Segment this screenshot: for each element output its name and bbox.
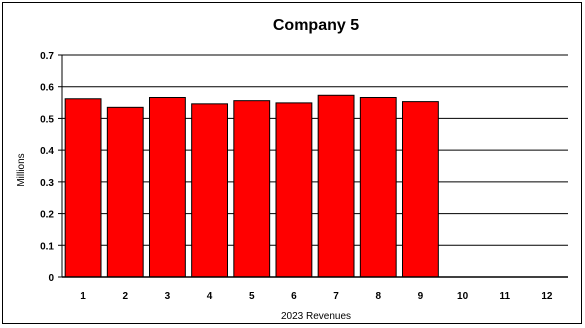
x-tick-label: 12 bbox=[541, 291, 553, 302]
y-tick-label: 0.2 bbox=[40, 210, 54, 221]
bar-5 bbox=[233, 100, 271, 278]
x-tick-label: 10 bbox=[457, 291, 469, 302]
bar-2 bbox=[106, 106, 144, 278]
x-tick-label: 4 bbox=[207, 291, 213, 302]
chart-title: Company 5 bbox=[273, 17, 359, 34]
axes-layer bbox=[58, 54, 568, 278]
y-tick-label: 0.3 bbox=[40, 178, 54, 189]
x-tick-label: 11 bbox=[499, 291, 510, 302]
bars-layer bbox=[64, 94, 439, 278]
bar-4 bbox=[191, 103, 229, 278]
y-tick-label: 0.5 bbox=[40, 114, 54, 125]
x-tick-label: 3 bbox=[165, 291, 171, 302]
ticks-layer: 00.10.20.30.40.50.60.71 2 3 4 5 6 7 8 9 10 11 12 bbox=[40, 51, 553, 302]
y-tick-label: 0.6 bbox=[40, 83, 54, 94]
y-tick-label: 0.1 bbox=[40, 241, 54, 252]
x-tick-label: 2 bbox=[122, 291, 128, 302]
x-axis-label: 2023 Revenues bbox=[281, 311, 351, 322]
y-tick-label: 0 bbox=[48, 273, 54, 284]
y-tick-label: 0.4 bbox=[40, 146, 54, 157]
bar-1 bbox=[64, 98, 102, 278]
x-tick-label: 7 bbox=[333, 291, 339, 302]
x-tick-label: 8 bbox=[375, 291, 381, 302]
x-tick-label: 1 bbox=[80, 291, 86, 302]
x-tick-label: 9 bbox=[418, 291, 424, 302]
bar-8 bbox=[359, 96, 397, 278]
bar-6 bbox=[275, 102, 313, 278]
bar-7 bbox=[317, 94, 355, 278]
x-tick-label: 6 bbox=[291, 291, 297, 302]
bar-3 bbox=[148, 96, 186, 278]
y-axis-label: Millions bbox=[16, 153, 27, 186]
bar-9 bbox=[401, 101, 439, 278]
grid-layer bbox=[62, 54, 568, 246]
x-tick-label: 5 bbox=[249, 291, 255, 302]
y-tick-label: 0.7 bbox=[40, 51, 54, 62]
